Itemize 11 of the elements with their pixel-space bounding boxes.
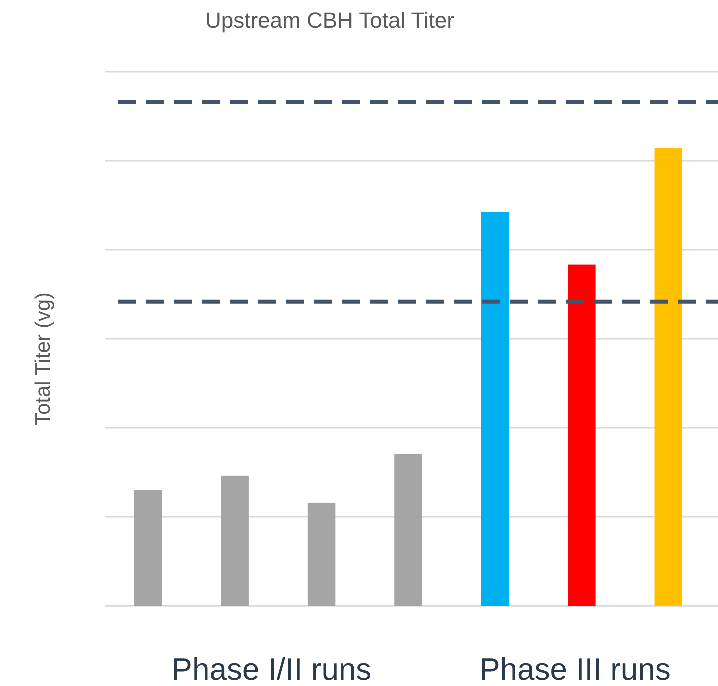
chart-title: Upstream CBH Total Titer [205, 8, 455, 33]
bar [654, 148, 683, 606]
bar [308, 502, 336, 606]
bar [134, 490, 162, 606]
text: Phase I/II runs [172, 652, 372, 686]
bar [221, 476, 249, 606]
y-axis-title: Total Titer (vg) [32, 292, 55, 426]
bar [481, 212, 510, 606]
bar [568, 264, 596, 606]
bar [394, 454, 422, 606]
text: Phase III runs [480, 652, 671, 686]
